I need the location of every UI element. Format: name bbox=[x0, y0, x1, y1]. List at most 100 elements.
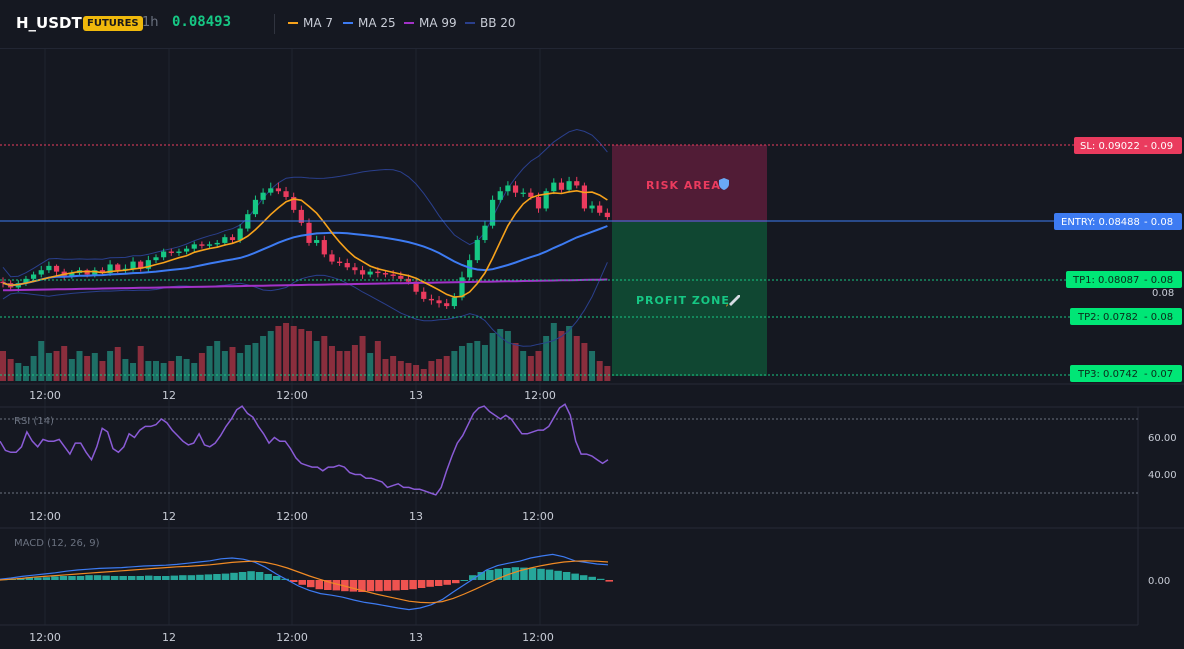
candle-body bbox=[337, 261, 343, 264]
volume-bar bbox=[267, 331, 274, 381]
candle-body bbox=[130, 261, 136, 269]
tp3-price-label[interactable]: TP3: 0.0742 - 0.07 bbox=[1070, 365, 1182, 382]
x-tick-label: 12:00 bbox=[29, 510, 61, 523]
tp2-price-label[interactable]: TP2: 0.0782 - 0.08 bbox=[1070, 308, 1182, 325]
volume-bar bbox=[153, 361, 159, 381]
candle-body bbox=[138, 261, 144, 269]
macd-histogram-bar bbox=[417, 580, 426, 588]
candle-body bbox=[153, 257, 159, 261]
candle-body bbox=[99, 270, 106, 274]
candle-body bbox=[237, 228, 243, 241]
volume-bar bbox=[550, 323, 557, 381]
volume-bar bbox=[497, 329, 504, 381]
tp1-tick-text: - 0.08 bbox=[1144, 275, 1173, 286]
candle-body bbox=[222, 237, 228, 243]
macd-histogram-bar bbox=[503, 568, 511, 580]
macd-histogram-bar bbox=[528, 568, 537, 580]
candle-body bbox=[505, 185, 511, 192]
candle-body bbox=[0, 281, 6, 284]
rsi-line bbox=[0, 403, 609, 496]
rsi-tick-40: 40.00 bbox=[1148, 470, 1177, 481]
volume-bar bbox=[328, 346, 335, 381]
candle-body bbox=[367, 271, 373, 275]
volume-bar bbox=[573, 336, 580, 381]
candle-body bbox=[566, 181, 572, 190]
macd-histogram-bar bbox=[213, 574, 221, 580]
symbol-title[interactable]: H_USDT bbox=[16, 14, 82, 32]
candle-body bbox=[53, 265, 60, 272]
candle-body bbox=[390, 274, 396, 276]
x-tick-label: 13 bbox=[409, 631, 423, 644]
volume-bar bbox=[175, 356, 182, 381]
candle-body bbox=[306, 222, 312, 243]
macd-histogram-bar bbox=[434, 580, 443, 586]
last-price: 0.08493 bbox=[172, 14, 232, 30]
legend-bb20[interactable]: BB 20 bbox=[465, 16, 516, 30]
volume-bar bbox=[543, 336, 550, 381]
volume-bar bbox=[413, 365, 420, 381]
futures-badge: FUTURES bbox=[83, 16, 143, 31]
macd-histogram-bar bbox=[596, 578, 605, 580]
candle-body bbox=[551, 182, 557, 192]
macd-histogram-bar bbox=[571, 573, 579, 580]
legend-ma25-label: MA 25 bbox=[358, 16, 396, 30]
volume-bar bbox=[489, 333, 496, 381]
macd-histogram-bar bbox=[196, 574, 204, 580]
macd-histogram-bar bbox=[460, 580, 469, 581]
macd-histogram-bar bbox=[375, 580, 383, 592]
macd-histogram-bar bbox=[162, 576, 170, 580]
volume-bar bbox=[589, 351, 596, 381]
tp3-tick-text: - 0.07 bbox=[1144, 369, 1173, 380]
volume-bar bbox=[344, 351, 351, 381]
entry-tick-text: - 0.08 bbox=[1144, 217, 1173, 228]
candle-body bbox=[191, 244, 197, 249]
volume-bar bbox=[390, 356, 397, 381]
macd-line bbox=[0, 553, 609, 611]
volume-bar bbox=[221, 351, 228, 381]
volume-bar bbox=[566, 326, 573, 381]
volume-bar bbox=[15, 363, 22, 381]
volume-bar bbox=[283, 323, 290, 381]
legend-ma99[interactable]: MA 99 bbox=[404, 16, 457, 30]
tp2-label-text: TP2: 0.0782 bbox=[1077, 312, 1138, 323]
volume-bar bbox=[53, 351, 60, 381]
macd-histogram-bar bbox=[486, 570, 494, 580]
header-divider bbox=[274, 14, 275, 34]
candle-body bbox=[46, 265, 52, 271]
candle-body bbox=[535, 196, 542, 209]
macd-histogram-bar bbox=[366, 580, 375, 592]
macd-histogram-bar bbox=[127, 576, 136, 580]
volume-bar bbox=[359, 336, 366, 381]
macd-histogram-bar bbox=[264, 574, 272, 580]
macd-histogram-bar bbox=[588, 576, 596, 580]
candle-body bbox=[321, 240, 327, 255]
volume-bar bbox=[466, 343, 473, 381]
candle-body bbox=[352, 267, 358, 271]
entry-price-label[interactable]: ENTRY: 0.08488 - 0.08 bbox=[1054, 213, 1182, 230]
legend-ma7[interactable]: MA 7 bbox=[288, 16, 333, 30]
volume-bar bbox=[504, 331, 511, 381]
volume-bar bbox=[382, 359, 389, 381]
tp1-label-text: TP1: 0.08087 bbox=[1072, 275, 1139, 286]
macd-histogram-bar bbox=[332, 580, 341, 591]
legend-ma25[interactable]: MA 25 bbox=[343, 16, 396, 30]
macd-histogram-bar bbox=[349, 580, 358, 592]
rocket-icon bbox=[726, 295, 740, 307]
legend-bb20-swatch bbox=[465, 21, 475, 24]
volume-bar bbox=[306, 331, 312, 381]
sl-label-text: SL: 0.09022 bbox=[1080, 141, 1140, 152]
macd-histogram-bar bbox=[68, 576, 76, 580]
macd-histogram-bar bbox=[170, 575, 179, 580]
candle-body bbox=[543, 191, 549, 209]
candle-body bbox=[268, 188, 274, 193]
sl-price-label[interactable]: SL: 0.09022 - 0.09 bbox=[1074, 137, 1182, 154]
candle-body bbox=[382, 273, 389, 275]
candle-body bbox=[145, 260, 151, 269]
macd-histogram-bar bbox=[298, 580, 306, 585]
volume-bar bbox=[313, 341, 320, 381]
volume-bar bbox=[130, 363, 137, 381]
tp1-price-label[interactable]: TP1: 0.08087 - 0.08 bbox=[1066, 271, 1182, 288]
timeframe-label[interactable]: 1h bbox=[142, 15, 159, 30]
candle-body bbox=[398, 275, 404, 279]
